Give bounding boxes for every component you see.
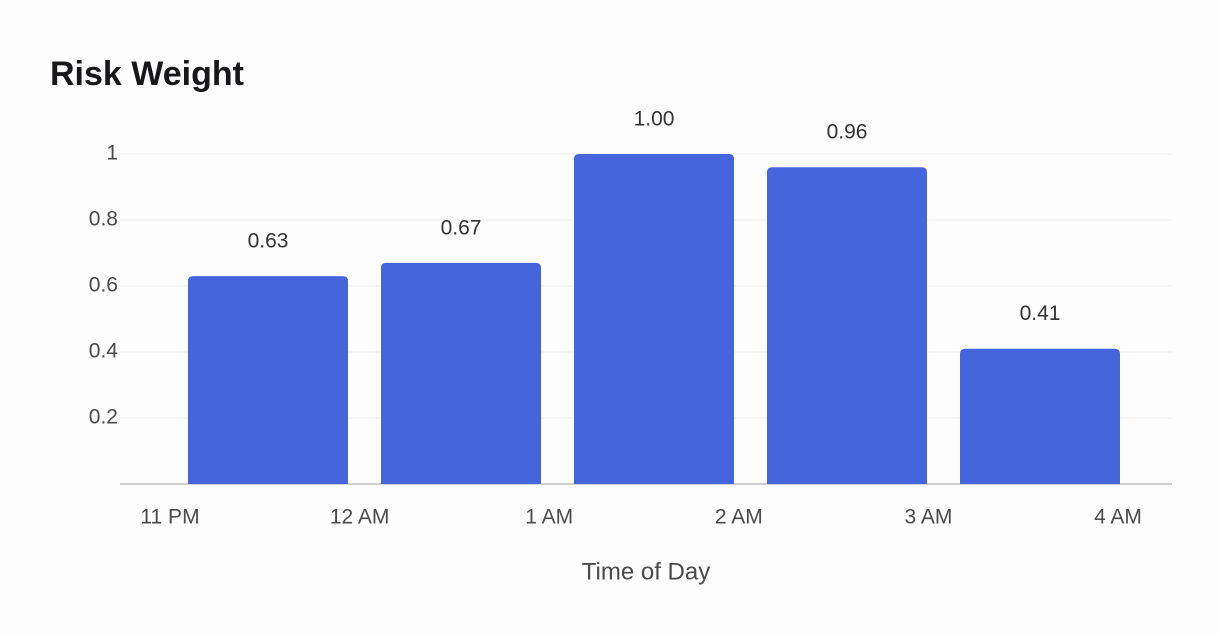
x-tick-label: 4 AM	[1094, 506, 1142, 529]
x-tick-label: 1 AM	[525, 506, 573, 529]
value-label: 0.67	[441, 216, 482, 239]
chart-title: Risk Weight	[50, 55, 244, 93]
value-label: 1.00	[634, 108, 675, 131]
x-axis-title: Time of Day	[582, 558, 710, 585]
value-label: 0.63	[248, 230, 289, 253]
y-tick-label: 0.8	[89, 208, 118, 231]
bar	[188, 276, 348, 484]
value-label: 0.96	[827, 121, 868, 144]
x-tick-label: 2 AM	[715, 506, 763, 529]
y-tick-label: 0.4	[89, 340, 119, 363]
value-label: 0.41	[1020, 302, 1061, 325]
y-tick-label: 0.6	[89, 274, 118, 297]
bar	[381, 262, 541, 484]
y-tick-label: 0.2	[89, 406, 118, 429]
x-tick-label: 3 AM	[904, 506, 952, 529]
y-tick-label: 1	[106, 142, 118, 165]
bar	[574, 154, 734, 484]
bar	[767, 167, 927, 484]
bar	[960, 348, 1120, 484]
x-tick-label: 11 PM	[140, 506, 199, 529]
x-tick-label: 12 AM	[330, 506, 390, 529]
